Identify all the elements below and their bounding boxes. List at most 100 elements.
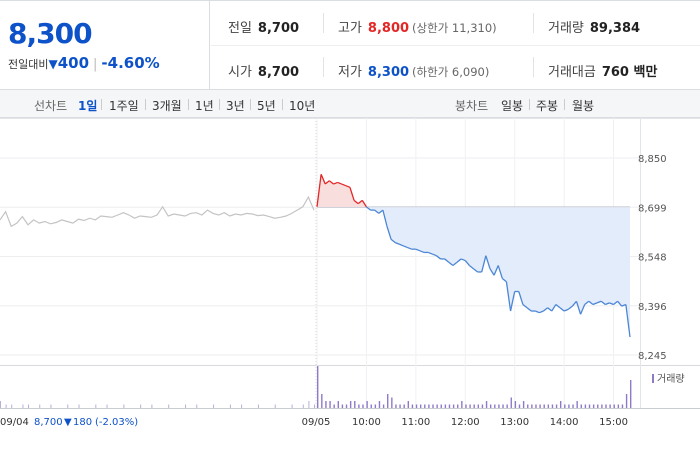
tab-monthly-candle[interactable]: 월봉 (572, 99, 595, 113)
volume-bar (485, 401, 488, 408)
tab-weekly-candle[interactable]: 주봉 (536, 99, 559, 113)
volume-bar (28, 404, 30, 408)
price-line-segment (361, 199, 367, 208)
volume-bar (419, 404, 422, 408)
x-axis-labels: 09/04 09/05 10:00 11:00 12:00 13:00 14:00 15:00 (0, 417, 628, 428)
price-line-segment (357, 199, 363, 205)
divider (533, 57, 534, 77)
price-line-segment (419, 250, 425, 254)
price-line-segment (617, 300, 623, 307)
price-line-segment (505, 281, 512, 312)
price-line-segment (563, 308, 569, 312)
candle-chart-caption: 봉차트 (455, 99, 489, 113)
price-line-segment (378, 209, 384, 214)
tab-10year[interactable]: 10년 (289, 99, 316, 113)
volume-bar (489, 404, 492, 408)
price-line-segment (324, 180, 330, 185)
price-line-segment (395, 242, 400, 245)
volume-bar (452, 404, 455, 408)
volume-bar (407, 401, 410, 408)
price-line-segment (592, 302, 598, 306)
volume-bar (597, 404, 599, 408)
price-line-segment (501, 277, 507, 283)
chart-fill-areas (317, 174, 630, 338)
volume-legend-label: 거래량 (657, 373, 685, 385)
price-line-segment (374, 209, 380, 214)
volume-bar (568, 404, 570, 408)
price-line-segment (559, 307, 565, 312)
divider (250, 99, 251, 110)
change-amount: 400 (57, 54, 90, 72)
volume-bar (341, 404, 344, 408)
prev-day-change: 180 (73, 417, 92, 428)
volume-bar (213, 404, 215, 408)
price-line-segment (547, 307, 553, 312)
volume-bar (543, 404, 545, 408)
tab-1year[interactable]: 1년 (195, 99, 214, 113)
price-line-segment (427, 251, 433, 255)
volume-bar (257, 404, 259, 408)
volume-bar (498, 404, 500, 408)
volume-bar (494, 404, 496, 408)
tab-3month[interactable]: 3개월 (152, 99, 182, 113)
stat-volume: 거래량 89,384 (548, 17, 640, 36)
volume-bar (411, 404, 414, 408)
volume-bar (551, 404, 554, 408)
price-line-segment (485, 255, 491, 269)
above-base-fill (317, 174, 630, 208)
tab-1week[interactable]: 1주일 (109, 99, 139, 113)
x-tick-label: 13:00 (500, 417, 529, 428)
tab-daily-candle[interactable]: 일봉 (501, 99, 524, 113)
volume-bar (140, 404, 142, 408)
line-chart-caption: 선차트 (34, 99, 68, 113)
divider (323, 57, 324, 77)
volume-bar (106, 404, 108, 408)
volume-bar (11, 404, 13, 408)
volume-bar (395, 404, 397, 408)
volume-bar (321, 394, 323, 408)
volume-bar (50, 404, 52, 408)
volume-bar (465, 404, 467, 408)
volume-bar (424, 404, 426, 408)
change-label: 전일대비 (8, 58, 49, 71)
upper-limit: (상한가 11,310) (412, 21, 497, 35)
volume-bar (522, 401, 525, 408)
volume-bar (510, 397, 512, 408)
price-line-segment (522, 304, 528, 309)
price-line-segment (432, 253, 437, 257)
tab-1day[interactable]: 1일 (78, 99, 98, 113)
volume-bar (502, 404, 504, 408)
volume-bar (555, 404, 558, 408)
price-line-segment (543, 307, 549, 312)
volume-bar (572, 404, 574, 408)
price-line-segment (567, 305, 573, 310)
volume-bar (580, 404, 582, 408)
price-line-segment (588, 300, 594, 306)
volume-bar (399, 404, 401, 408)
price-line-segment (337, 181, 342, 185)
intraday-price-chart[interactable]: 8,850 8,699 8,548 8,396 8,245 거래량 09/04 09/05… (0, 118, 700, 450)
price-line-segment (621, 303, 627, 307)
volume-bar (448, 404, 451, 408)
divider (101, 99, 102, 110)
stat-value: 8,700 (257, 65, 300, 80)
divider (145, 99, 146, 110)
x-tick-label: 11:00 (401, 417, 430, 428)
volume-bar (229, 404, 231, 408)
volume-bar (625, 394, 628, 408)
price-line-segment (452, 261, 458, 266)
tab-3year[interactable]: 3년 (226, 99, 245, 113)
price-line-segment (518, 291, 524, 305)
volume-bar (473, 404, 475, 408)
price-line-segment (436, 255, 441, 260)
volume-bar (337, 401, 339, 408)
volume-bar (559, 401, 562, 408)
price-line-segment (571, 300, 577, 307)
volume-bar (506, 404, 508, 408)
tab-5year[interactable]: 5년 (257, 99, 276, 113)
stat-open: 시가 8,700 (228, 61, 299, 80)
price-line-segment (390, 238, 396, 244)
price-line-segment (473, 268, 479, 273)
volume-bar (428, 404, 430, 408)
divider (533, 13, 534, 33)
